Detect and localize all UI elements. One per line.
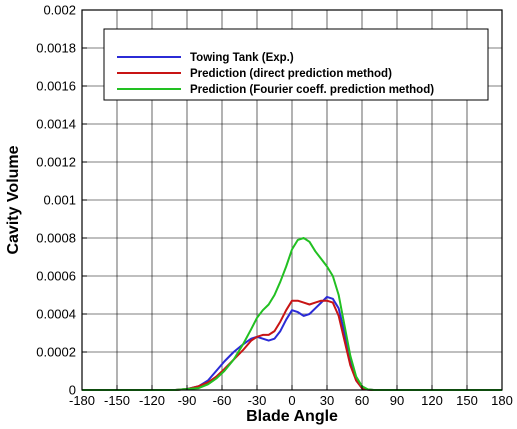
tick-marks — [81, 9, 503, 391]
y-axis-title: Cavity Volume — [5, 145, 22, 254]
legend-label-fourier-prediction: Prediction (Fourier coeff. prediction me… — [190, 84, 434, 96]
x-tick-label: -150 — [104, 393, 130, 408]
y-tick-label: 0.002 — [43, 3, 76, 18]
y-tick-label: 0.0016 — [36, 79, 76, 94]
legend-label-towing-tank: Towing Tank (Exp.) — [190, 52, 294, 64]
x-tick-label: -120 — [139, 393, 165, 408]
y-tick-label: 0 — [69, 383, 76, 398]
series-line-fourier-prediction — [82, 237, 502, 391]
legend: Towing Tank (Exp.) Prediction (direct pr… — [103, 28, 489, 101]
x-tick-label: -60 — [213, 393, 232, 408]
x-tick-label: -90 — [178, 393, 197, 408]
series-line-direct-prediction — [82, 299, 502, 391]
x-tick-labels: -180 -150 -120 -90 -60 -30 0 30 60 90 120 150 180 — [69, 393, 513, 408]
series-line-towing-tank — [82, 295, 502, 391]
y-tick-label: 0.0008 — [36, 231, 76, 246]
x-axis-title: Blade Angle — [246, 408, 338, 425]
y-tick-labels: 0 0.0002 0.0004 0.0006 0.0008 0.001 0.0012 0.00… — [36, 3, 76, 398]
x-tick-label: 0 — [288, 393, 295, 408]
y-tick-label: 0.0012 — [36, 155, 76, 170]
legend-label-direct-prediction: Prediction (direct prediction method) — [190, 68, 392, 80]
x-tick-label: 30 — [320, 393, 334, 408]
x-tick-label: 180 — [491, 393, 513, 408]
y-tick-label: 0.0004 — [36, 307, 76, 322]
x-tick-label: 60 — [355, 393, 369, 408]
y-tick-label: 0.0018 — [36, 41, 76, 56]
x-tick-label: 90 — [390, 393, 404, 408]
series-layer — [82, 237, 502, 391]
y-tick-label: 0.001 — [43, 193, 76, 208]
x-tick-label: 120 — [421, 393, 443, 408]
y-tick-label: 0.0006 — [36, 269, 76, 284]
y-tick-label: 0.0002 — [36, 345, 76, 360]
x-tick-label: -30 — [248, 393, 267, 408]
y-tick-label: 0.0014 — [36, 117, 76, 132]
x-tick-label: 150 — [456, 393, 478, 408]
x-tick-label: -180 — [69, 393, 95, 408]
